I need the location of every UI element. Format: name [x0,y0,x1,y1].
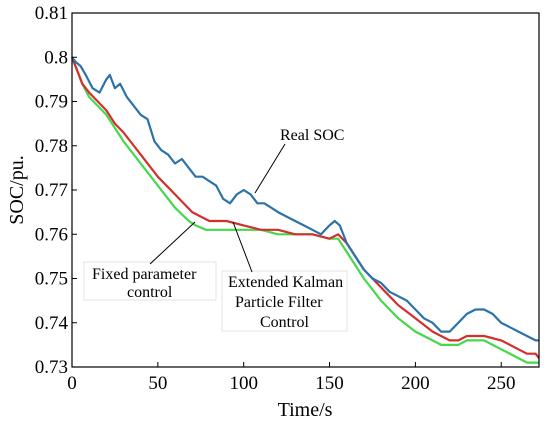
annotation-leader-real-soc [254,143,286,194]
tick-layer: 0 50 100 150 200 250 0.73 0.74 0.75 0.76 0.77 0.78 0… [35,3,516,394]
y-tick-label: 0.78 [35,136,68,157]
annotation-ekpf-line1: Extended Kalman [228,274,343,291]
y-axis-title: SOC/pu. [6,155,28,224]
x-tick-label: 50 [148,373,167,394]
annotation-fixed-parameter-line2: control [127,284,173,301]
y-tick-label: 0.75 [35,269,68,290]
y-tick-label: 0.74 [35,313,69,334]
annotation-leader-fixed-parameter [149,221,196,265]
y-tick-label: 0.8 [44,47,68,68]
annotation-box-ekpf [221,270,348,332]
annotation-leader-ekpf [232,221,253,273]
y-tick-label: 0.73 [35,357,68,378]
y-tick-label: 0.76 [35,224,68,245]
x-tick-label: 0 [67,373,77,394]
annotation-ekpf-line2: Particle Filter [235,294,323,311]
annotation-ekpf-line3: Control [260,314,309,331]
series-line-0 [71,56,539,342]
x-tick-label: 150 [315,373,344,394]
x-tick-label: 200 [401,373,430,394]
y-tick-label: 0.79 [35,92,68,113]
x-axis-title: Time/s [278,399,333,421]
y-tick-label: 0.81 [35,3,68,24]
x-tick-label: 250 [487,373,516,394]
annotation-real-soc: Real SOC [280,127,344,144]
annotation-box-fixed-parameter [83,261,217,301]
plot-frame [71,12,540,368]
series-line-1 [70,56,540,359]
annotation-layer: Real SOC Fixed parameter control Extende… [83,127,348,332]
series-layer [70,56,540,364]
y-tick-label: 0.77 [35,180,68,201]
annotation-fixed-parameter-line1: Fixed parameter [92,266,197,283]
x-tick-label: 100 [229,373,258,394]
